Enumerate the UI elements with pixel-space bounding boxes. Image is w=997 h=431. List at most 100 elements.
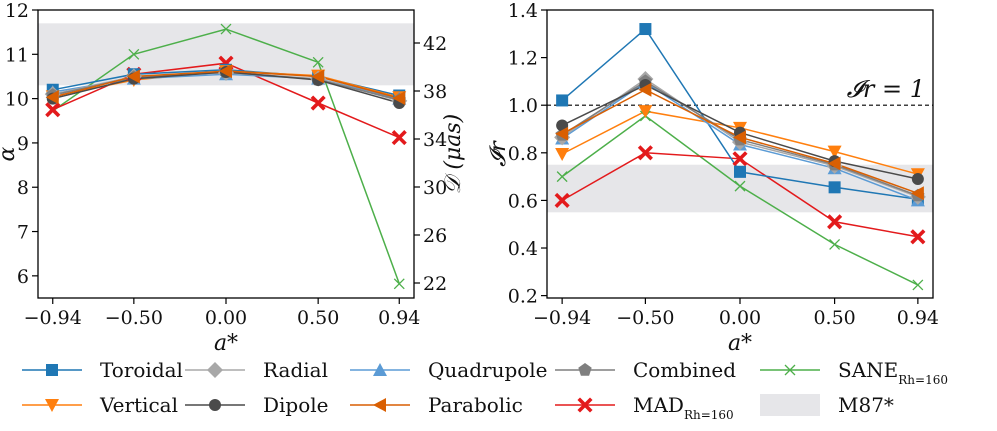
y-tick-label: 0.4 — [508, 238, 538, 260]
point-MAD-3 — [827, 214, 843, 230]
legend-label-Dipole: Dipole — [263, 393, 329, 417]
x-tick-label: −0.50 — [616, 307, 674, 329]
y-tick-label: 7 — [17, 222, 29, 244]
right-y-axis-label: 𝒟 (μas) — [441, 114, 466, 194]
point-Vertical-3 — [827, 145, 842, 159]
point-MAD-3 — [310, 95, 326, 111]
point-SANE-3 — [312, 56, 324, 68]
legend-marker-Vertical — [45, 399, 59, 412]
x-tick-label: −0.50 — [105, 307, 163, 329]
legend-marker-Parabolic — [373, 398, 386, 412]
y-tick-label: 0.8 — [508, 143, 538, 165]
point-Parabolic-4 — [910, 186, 924, 201]
legend-item-MAD: MADRh=160 — [555, 393, 734, 422]
legend-label-subscript: Rh=160 — [684, 408, 734, 422]
point-Toroidal-0 — [556, 94, 569, 107]
x-tick-label: 0.50 — [813, 307, 855, 329]
legend-marker-Combined — [578, 363, 592, 376]
x-tick-label: 0.94 — [378, 307, 420, 329]
y-tick-label: 6 — [17, 266, 29, 288]
legend-marker-Quadrupole — [373, 363, 387, 376]
axes-frame — [546, 9, 934, 299]
point-SANE-1 — [128, 48, 140, 60]
y-tick-label: 1.0 — [508, 95, 538, 117]
right-y-tick-label: 26 — [423, 225, 447, 247]
right-y-tick-label: 34 — [423, 129, 447, 151]
point-MAD-2 — [732, 151, 748, 167]
point-Parabolic-3 — [311, 69, 325, 84]
point-SANE-0 — [556, 171, 568, 183]
point-SANE-4 — [393, 278, 405, 290]
point-Parabolic-0 — [555, 126, 569, 141]
legend-item-Vertical: Vertical — [22, 393, 178, 417]
point-Toroidal-1 — [639, 23, 652, 36]
legend-marker-Radial — [207, 362, 223, 378]
x-tick-label: 0.00 — [719, 307, 761, 329]
point-SANE-2 — [220, 23, 232, 35]
y-tick-label: 1.4 — [508, 0, 538, 22]
point-MAD-1 — [637, 145, 653, 161]
legend-swatch-M87 — [760, 394, 820, 416]
point-Parabolic-1 — [638, 82, 652, 97]
legend: Toroidal Radial Quadrupole Combined SANERh=1… — [22, 358, 948, 422]
point-Dipole-4 — [911, 172, 924, 185]
x-tick-label: 0.00 — [205, 307, 247, 329]
legend-item-SANE: SANERh=160 — [760, 358, 948, 387]
point-Toroidal-2 — [734, 165, 746, 178]
legend-item-Radial: Radial — [185, 358, 328, 382]
point-Parabolic-2 — [733, 130, 746, 145]
point-MAD-4 — [391, 130, 407, 146]
legend-item-Toroidal: Toroidal — [22, 358, 183, 382]
x-axis-label: a* — [214, 331, 238, 356]
point-Vertical-0 — [555, 148, 570, 161]
legend-label-Quadrupole: Quadrupole — [428, 358, 548, 382]
legend-item-Combined: Combined — [555, 358, 736, 382]
point-SANE-2 — [734, 180, 746, 192]
legend-item-M87: M87* — [760, 393, 894, 417]
y-tick-label: 8 — [17, 177, 29, 199]
legend-label-subscript: Rh=160 — [898, 373, 948, 387]
legend-label-MAD: MADRh=160 — [633, 393, 734, 422]
legend-marker-Toroidal — [46, 364, 58, 376]
x-axis-label: a* — [728, 331, 752, 356]
right-y-tick-label: 38 — [423, 81, 447, 103]
reference-line-label: 𝓘r = 1 — [847, 75, 925, 103]
legend-label-Vertical: Vertical — [99, 393, 178, 417]
legend-label-M87: M87* — [838, 393, 894, 417]
y-axis-label: α — [0, 146, 20, 161]
point-MAD-4 — [910, 229, 926, 245]
point-SANE-4 — [912, 279, 924, 291]
legend-label-Radial: Radial — [263, 358, 328, 382]
point-Parabolic-1 — [126, 69, 140, 84]
point-Parabolic-3 — [827, 156, 841, 171]
x-tick-label: −0.94 — [24, 307, 82, 329]
right-y-tick-label: 42 — [423, 33, 447, 55]
x-tick-label: 0.94 — [897, 307, 939, 329]
legend-item-Parabolic: Parabolic — [350, 393, 523, 417]
legend-item-Quadrupole: Quadrupole — [350, 358, 548, 382]
point-SANE-3 — [829, 238, 841, 250]
y-tick-label: 1.2 — [508, 48, 538, 70]
legend-marker-SANE — [784, 364, 796, 376]
legend-label-Combined: Combined — [633, 358, 736, 382]
point-Parabolic-4 — [392, 91, 406, 106]
right-panel: 𝓘r = 1 −0.94 −0.50 0.00 0.50 0.94 0.2 0.4 0.6 0.8… — [486, 0, 939, 356]
legend-label-Toroidal: Toroidal — [100, 358, 183, 382]
y-tick-label: 10 — [5, 89, 29, 111]
y-tick-label: 12 — [5, 0, 29, 22]
legend-marker-Dipole — [209, 399, 221, 411]
right-y-tick-label: 30 — [423, 177, 447, 199]
legend-marker-MAD — [577, 397, 593, 413]
point-Toroidal-3 — [828, 181, 841, 194]
right-y-tick-label: 22 — [423, 273, 447, 295]
y-tick-label: 0.2 — [508, 286, 538, 308]
y-tick-label: 9 — [17, 133, 29, 155]
point-MAD-0 — [45, 102, 61, 118]
legend-label-Parabolic: Parabolic — [428, 393, 523, 417]
legend-item-Dipole: Dipole — [185, 393, 329, 417]
legend-label-SANE: SANERh=160 — [838, 358, 948, 387]
point-Vertical-1 — [638, 105, 653, 119]
point-Parabolic-2 — [219, 64, 232, 79]
y-axis-label: 𝓘r — [486, 140, 511, 167]
